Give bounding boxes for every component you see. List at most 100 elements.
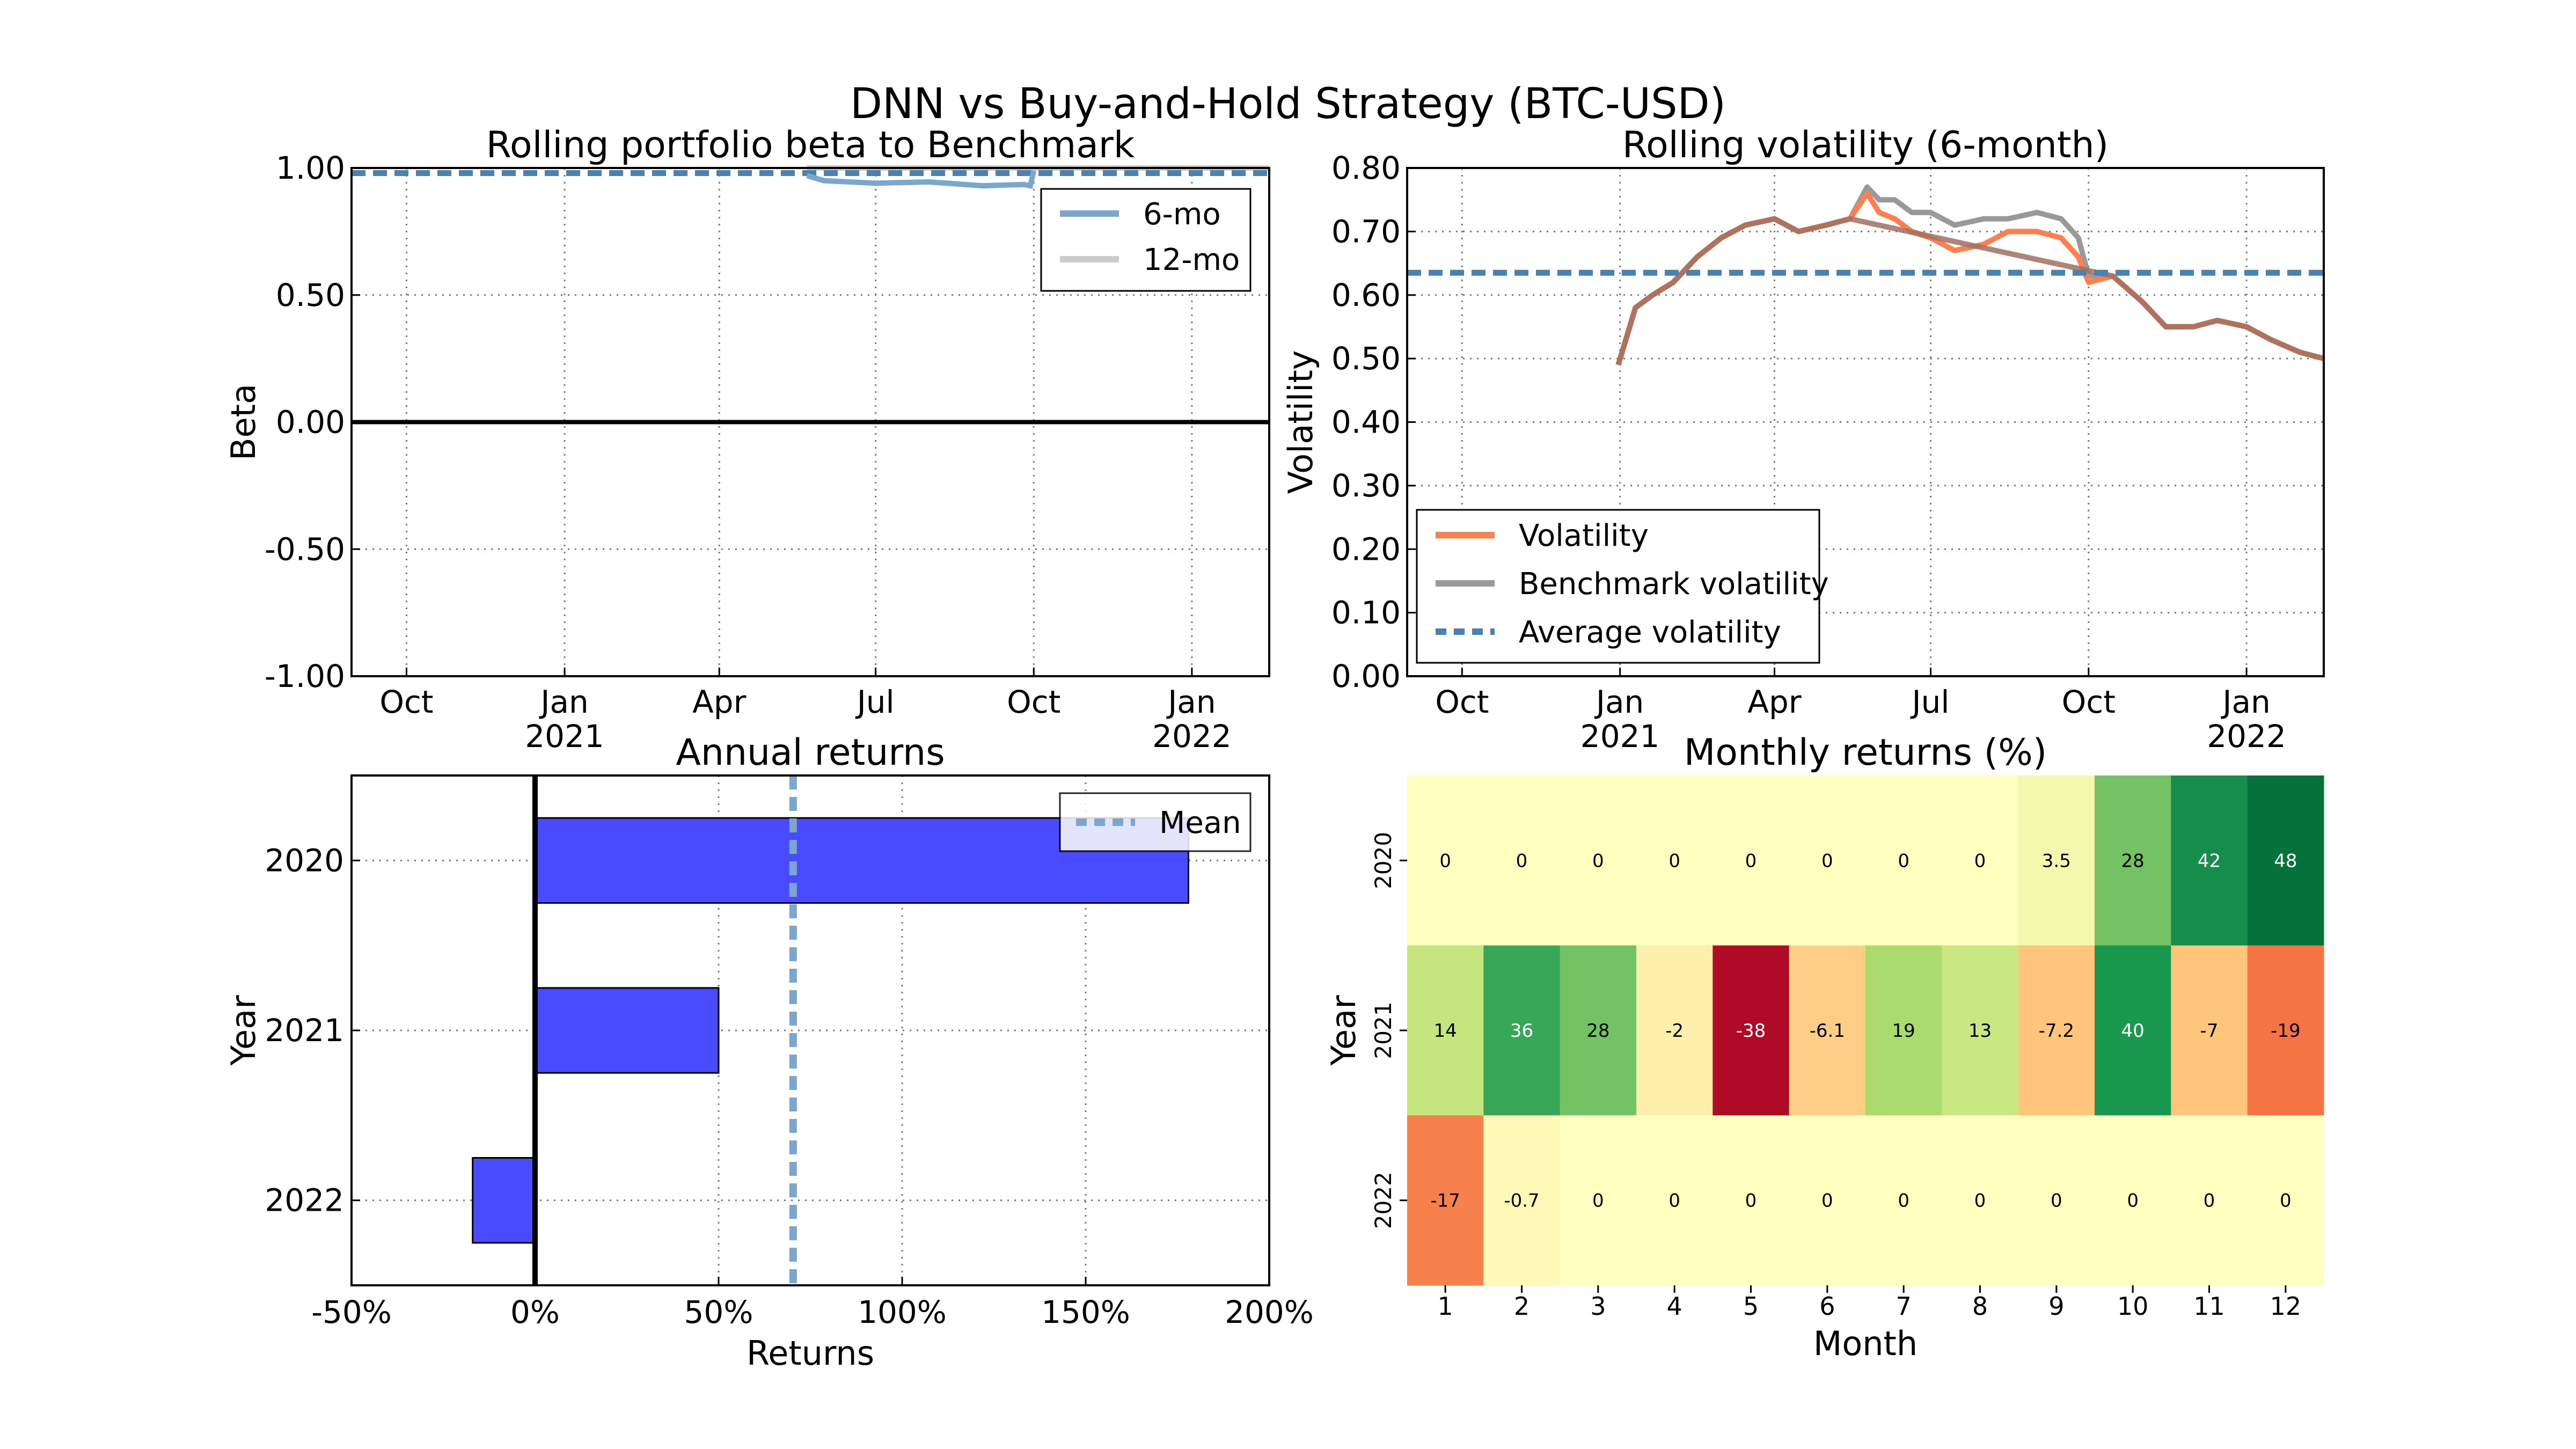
x-axis-label: Returns <box>747 1334 874 1373</box>
x-tick-label: Jul <box>1911 684 1950 720</box>
y-tick-label: 2020 <box>265 842 344 879</box>
heatmap-cell <box>1713 1115 1790 1286</box>
cell-value: 0 <box>1821 850 1833 872</box>
heatmap-cell <box>1713 775 1790 946</box>
heatmap-cell <box>1789 775 1866 946</box>
y-tick-label: 2022 <box>1370 1172 1396 1229</box>
heatmap-cell <box>2018 775 2095 946</box>
bar-2021 <box>534 987 720 1074</box>
beta-6mo-line <box>806 170 1037 189</box>
legend-label: Volatility <box>1519 518 1649 553</box>
cell-value: 28 <box>2121 850 2145 872</box>
cell-value: -38 <box>1736 1020 1766 1042</box>
x-tick-year-label: 2022 <box>1152 718 1232 755</box>
x-tick-label: Oct <box>2062 684 2116 720</box>
heatmap-cell <box>2095 1115 2171 1286</box>
y-tick-label: 2021 <box>265 1012 344 1049</box>
annual-returns-panel: -50% 0% 50% 100% 150% 200% 2020 2021 2022 Annual … <box>224 731 1314 1373</box>
legend: Mean <box>1059 792 1252 852</box>
x-tick-label: 6 <box>1819 1292 1835 1321</box>
cell-value: 0 <box>1668 850 1680 872</box>
x-tick-label: 2 <box>1514 1292 1529 1321</box>
cell-value: 28 <box>1586 1020 1609 1042</box>
cell-value: 14 <box>1434 1020 1457 1042</box>
y-tick-label: 0.30 <box>1331 467 1401 504</box>
legend: 6-mo 12-mo <box>1040 188 1252 292</box>
x-tick-year-label: 2021 <box>1580 718 1660 755</box>
cell-value: 0 <box>1974 1190 1986 1212</box>
plot-frame <box>350 167 1270 677</box>
cell-value: 0 <box>1592 850 1604 872</box>
y-tick-label: -1.00 <box>265 658 345 694</box>
cell-value: -7 <box>2200 1020 2219 1042</box>
heatmap-cell <box>1483 775 1561 946</box>
x-tick-label: 9 <box>2048 1292 2064 1321</box>
cell-value: 48 <box>2274 850 2297 872</box>
x-tick-label: Jan <box>1166 684 1216 720</box>
cell-value: 0 <box>1821 1190 1833 1212</box>
x-tick-label: 0% <box>510 1294 560 1330</box>
cell-value: -19 <box>2271 1020 2301 1042</box>
x-tick-year-label: 2021 <box>525 718 604 755</box>
heatmap-cell <box>2018 1115 2095 1286</box>
heatmap-cell <box>1636 775 1713 946</box>
cell-value: 0 <box>1745 1190 1757 1212</box>
cell-value: -7.2 <box>2039 1020 2074 1042</box>
cell-value: 0 <box>1745 850 1757 872</box>
heatmap-cell <box>1560 775 1637 946</box>
panel-title: Annual returns <box>676 731 945 774</box>
cell-value: -6.1 <box>1810 1020 1845 1042</box>
heatmap-cell <box>1636 1115 1713 1286</box>
heatmap-cell <box>1942 775 2019 946</box>
y-tick-label: 0.00 <box>1331 658 1401 694</box>
x-tick-label: 150% <box>1041 1294 1130 1330</box>
heatmap-cell <box>2171 945 2248 1116</box>
x-axis-label: Month <box>1813 1324 1918 1363</box>
y-axis-label: Beta <box>224 384 263 460</box>
heatmap-cell <box>1789 1115 1866 1286</box>
heatmap-cell <box>1865 945 1942 1116</box>
y-tick-label: 2020 <box>1370 832 1396 889</box>
cell-value: -2 <box>1665 1020 1684 1042</box>
legend-label: Mean <box>1159 806 1241 840</box>
y-axis-label: Volatility <box>1281 350 1320 494</box>
x-tick-label: Apr <box>692 684 746 720</box>
legend-box <box>1040 188 1252 292</box>
x-tick-label: Oct <box>379 684 433 720</box>
plot-frame <box>350 774 1270 1286</box>
heatmap-cell <box>2247 1115 2324 1286</box>
panel-title: Rolling volatility (6-month) <box>1622 124 2109 166</box>
cell-value: 0 <box>1439 850 1451 872</box>
bar-2022 <box>472 1157 536 1244</box>
cell-value: 0 <box>1974 850 1986 872</box>
y-tick-label: 0.10 <box>1331 595 1401 631</box>
cell-value: 0 <box>2127 1190 2139 1212</box>
heatmap-cell <box>1865 775 1942 946</box>
cell-value: 0 <box>1592 1190 1604 1212</box>
heatmap-cell <box>1942 945 2019 1116</box>
x-tick-label: Oct <box>1435 684 1489 720</box>
x-tick-label: 5 <box>1743 1292 1759 1321</box>
x-tick-label: -50% <box>311 1294 392 1330</box>
y-tick-label: 0.70 <box>1331 213 1401 250</box>
heatmap-cell <box>2018 945 2095 1116</box>
heatmap-cell <box>2095 775 2171 946</box>
x-tick-label: 4 <box>1667 1292 1682 1321</box>
panel-title: Monthly returns (%) <box>1684 731 2047 774</box>
cell-value: 13 <box>1968 1020 1992 1042</box>
panel-title: Rolling portfolio beta to Benchmark <box>486 124 1135 166</box>
legend-label: Benchmark volatility <box>1519 567 1829 602</box>
cell-value: -0.7 <box>1504 1190 1539 1212</box>
cell-value: 40 <box>2121 1020 2145 1042</box>
legend-box <box>1059 792 1252 852</box>
x-tick-label: 10 <box>2117 1292 2149 1321</box>
legend-label: 12-mo <box>1143 243 1240 277</box>
x-tick-label: Apr <box>1747 684 1801 720</box>
heatmap-cell <box>1713 945 1790 1116</box>
heatmap-cell <box>2171 775 2248 946</box>
cell-value: 0 <box>1898 850 1909 872</box>
heatmap-cell <box>1636 945 1713 1116</box>
x-tick-year-label: 2022 <box>2207 718 2286 755</box>
